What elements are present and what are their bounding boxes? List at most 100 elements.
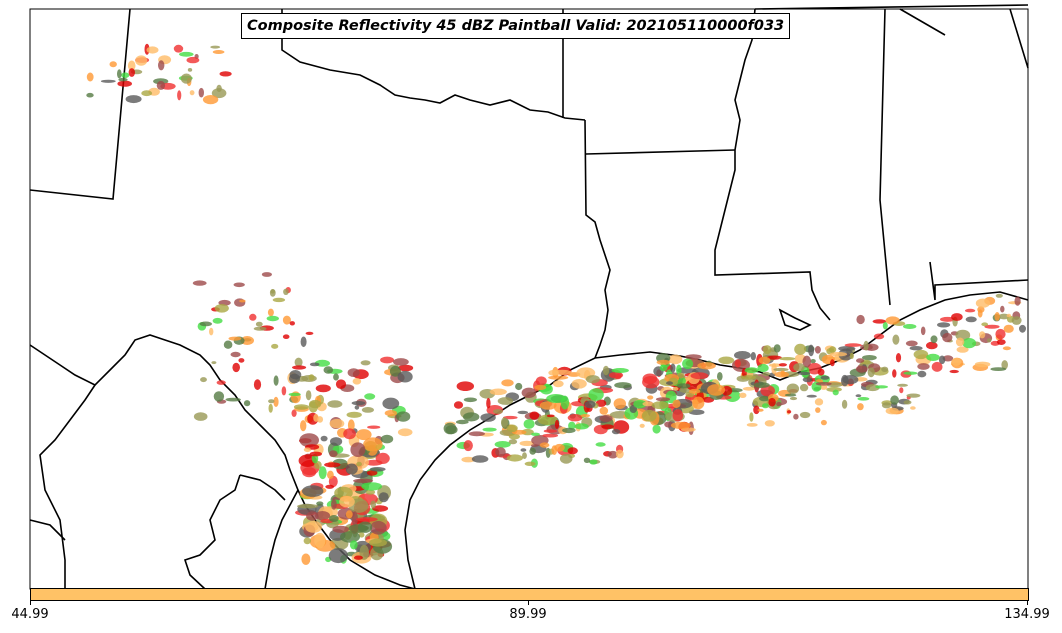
reflectivity-blob xyxy=(375,452,390,464)
reflectivity-blob xyxy=(86,72,94,82)
reflectivity-blob xyxy=(531,432,540,436)
reflectivity-blob xyxy=(316,501,324,506)
reflectivity-blob xyxy=(508,439,518,445)
reflectivity-blob xyxy=(255,321,263,327)
colorbar-tick-mid xyxy=(528,600,529,605)
reflectivity-blob xyxy=(522,452,527,459)
reflectivity-blob xyxy=(273,396,279,407)
reflectivity-blob xyxy=(814,398,824,406)
reflectivity-blob xyxy=(482,427,497,432)
reflectivity-blob xyxy=(351,511,358,527)
reflectivity-blob xyxy=(820,375,830,380)
reflectivity-blob xyxy=(329,515,339,522)
reflectivity-blob xyxy=(382,397,400,410)
reflectivity-blob xyxy=(480,413,496,422)
reflectivity-blob xyxy=(814,346,821,354)
reflectivity-blob xyxy=(268,399,275,404)
reflectivity-blob xyxy=(784,393,797,397)
reflectivity-blob xyxy=(219,71,232,77)
reflectivity-blob xyxy=(974,361,991,368)
reflectivity-blob xyxy=(494,441,511,448)
reflectivity-blob xyxy=(519,440,535,446)
reflectivity-blob xyxy=(173,44,184,53)
reflectivity-blob xyxy=(456,381,474,392)
reflectivity-blob xyxy=(127,60,136,71)
reflectivity-blob xyxy=(857,397,870,401)
reflectivity-blob xyxy=(463,440,473,452)
reflectivity-blob xyxy=(599,406,609,415)
reflectivity-blob xyxy=(642,373,658,385)
reflectivity-blob xyxy=(802,355,812,368)
reflectivity-blob xyxy=(595,442,606,447)
reflectivity-blob xyxy=(806,394,817,398)
reflectivity-blob xyxy=(799,411,811,419)
reflectivity-blob xyxy=(567,447,578,455)
reflectivity-blob xyxy=(529,447,536,455)
reflectivity-blob xyxy=(685,354,702,360)
reflectivity-blob xyxy=(910,406,916,410)
reflectivity-blob xyxy=(303,537,311,545)
reflectivity-blob xyxy=(378,492,389,503)
reflectivity-blob xyxy=(1011,316,1022,325)
reflectivity-blob xyxy=(199,321,212,327)
reflectivity-blob xyxy=(360,360,371,366)
reflectivity-blob xyxy=(100,79,116,83)
reflectivity-blob xyxy=(977,309,983,318)
reflectivity-blob xyxy=(346,411,362,418)
reflectivity-blob xyxy=(299,433,320,448)
reflectivity-blob xyxy=(180,73,192,84)
reflectivity-blob xyxy=(297,504,319,509)
reflectivity-blob xyxy=(521,387,537,398)
map-frame xyxy=(29,8,1029,590)
reflectivity-blob xyxy=(314,510,331,521)
reflectivity-blob xyxy=(331,499,337,510)
reflectivity-blob xyxy=(981,322,989,327)
reflectivity-blob xyxy=(520,448,527,452)
reflectivity-blob xyxy=(962,338,977,349)
reflectivity-blob xyxy=(750,352,756,361)
reflectivity-blob xyxy=(193,412,208,421)
map-title: Composite Reflectivity 45 dBZ Paintball … xyxy=(241,13,791,39)
reflectivity-blob xyxy=(380,434,394,444)
reflectivity-blob xyxy=(753,405,760,415)
reflectivity-blob xyxy=(926,353,940,361)
reflectivity-blob xyxy=(198,87,204,98)
reflectivity-blob xyxy=(339,496,355,508)
reflectivity-blob xyxy=(289,373,300,384)
reflectivity-blob xyxy=(651,401,669,410)
reflectivity-blob xyxy=(892,369,897,378)
reflectivity-blob xyxy=(308,374,315,381)
reflectivity-blob xyxy=(588,388,604,401)
reflectivity-blob xyxy=(885,316,900,325)
reflectivity-blob xyxy=(397,370,413,383)
reflectivity-blob xyxy=(358,532,365,538)
reflectivity-blob xyxy=(892,334,900,345)
reflectivity-blob xyxy=(942,332,953,343)
reflectivity-blob xyxy=(238,358,245,363)
reflectivity-blob xyxy=(655,397,671,402)
reflectivity-blob xyxy=(253,326,267,331)
reflectivity-blob xyxy=(216,380,226,385)
reflectivity-blob xyxy=(445,425,458,435)
reflectivity-blob xyxy=(996,339,1006,345)
reflectivity-blob xyxy=(937,322,951,328)
reflectivity-blob xyxy=(329,418,345,429)
reflectivity-blob xyxy=(261,272,272,277)
reflectivity-blob xyxy=(656,359,671,365)
reflectivity-blob xyxy=(1014,296,1021,306)
reflectivity-blob xyxy=(1002,346,1012,351)
reflectivity-blob xyxy=(345,510,353,519)
reflectivity-blob xyxy=(329,450,338,458)
reflectivity-blob xyxy=(986,338,992,343)
reflectivity-blob xyxy=(734,351,751,360)
reflectivity-blob xyxy=(232,362,240,373)
reflectivity-blob xyxy=(117,80,132,87)
reflectivity-blob xyxy=(291,409,297,417)
reflectivity-blob xyxy=(793,363,805,372)
reflectivity-blob xyxy=(890,395,899,405)
reflectivity-blob xyxy=(268,403,273,413)
reflectivity-blob xyxy=(282,334,290,340)
reflectivity-blob xyxy=(885,407,899,415)
reflectivity-blob xyxy=(350,442,366,458)
reflectivity-blob xyxy=(601,424,614,430)
